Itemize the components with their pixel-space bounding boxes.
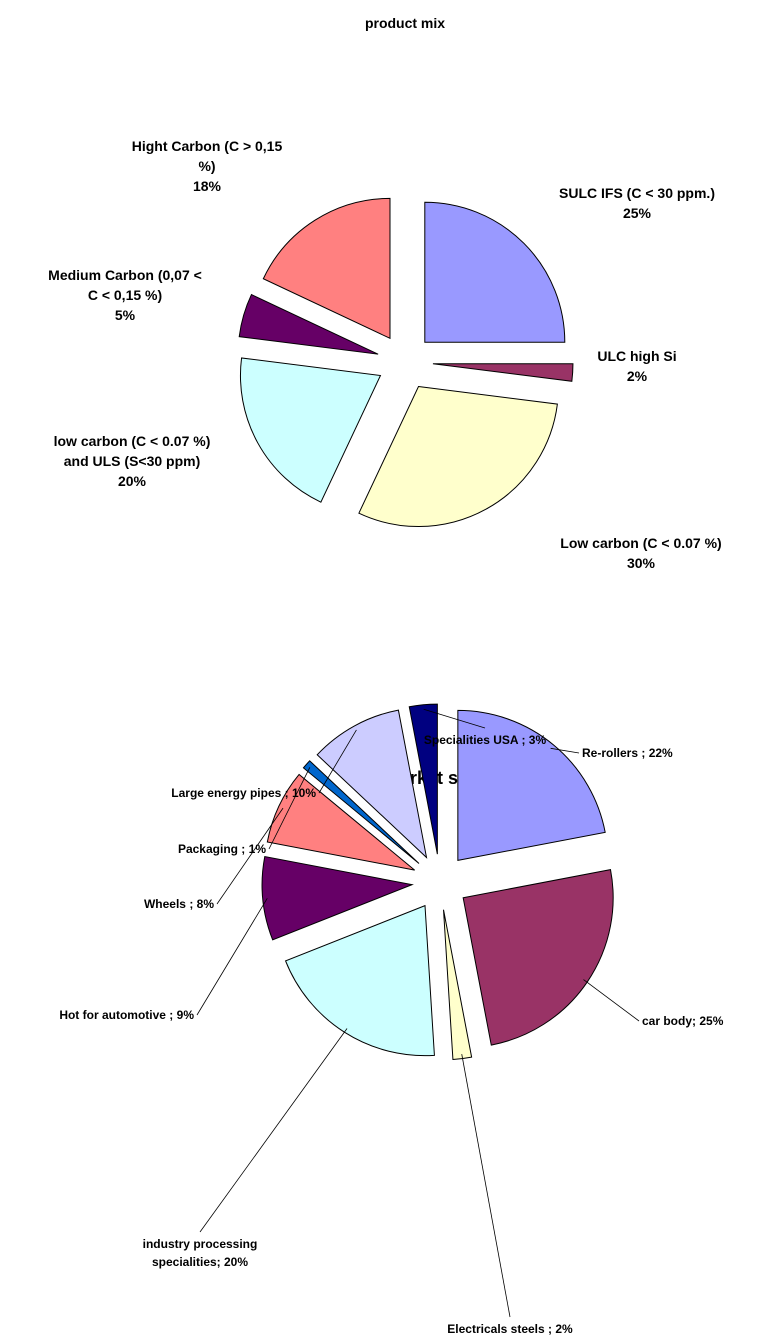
slice-label: SULC IFS (C < 30 ppm.) 25% — [559, 185, 715, 221]
label-line: Wheels ; — [144, 897, 193, 911]
value-label: 30% — [627, 555, 656, 571]
label-line: industry processing — [143, 1237, 258, 1251]
label-line: and ULS (S<30 ppm) — [64, 453, 201, 469]
value-label: 2% — [627, 368, 648, 384]
slice-label: Packaging ; 1% — [178, 842, 266, 856]
pie-slice — [408, 703, 438, 855]
slice-label: Medium Carbon (0,07 < C < 0,15 %) 5% — [48, 267, 202, 323]
slice-label: Specialities USA ; 3% — [424, 733, 547, 747]
label-line: Medium Carbon (0,07 < — [48, 267, 202, 283]
pie-slice — [457, 709, 606, 862]
value-label: 5% — [115, 307, 136, 323]
label-line: SULC IFS (C < 30 ppm.) — [559, 185, 715, 201]
label-line: %) — [198, 158, 215, 174]
leader-line — [550, 747, 580, 754]
label-line: Low carbon (C < 0.07 %) — [560, 535, 721, 551]
leader-line — [199, 1028, 348, 1233]
chart-title: product mix — [365, 15, 445, 31]
label-line: Re-rollers ; — [582, 746, 645, 760]
slice-label: low carbon (C < 0.07 %) and ULS (S<30 ppm… — [54, 433, 211, 489]
pie-slice — [443, 909, 473, 1061]
value-label: 25% — [696, 1014, 724, 1028]
slice-label: Re-rollers ; 22% — [582, 746, 673, 760]
slice-label: Hot for automotive ; 9% — [59, 1008, 194, 1022]
value-label: 10% — [289, 786, 317, 800]
pie-slice — [302, 760, 420, 864]
value-label: 20% — [118, 473, 147, 489]
label-line: Packaging ; — [178, 842, 245, 856]
slice-label: industry processing specialities; 20% — [143, 1237, 258, 1269]
label-line: specialities; — [152, 1255, 221, 1269]
label-line: Specialities USA ; — [424, 733, 526, 747]
label-line: Hot for automotive ; — [59, 1008, 173, 1022]
label-line: Large energy pipes ; — [171, 786, 288, 800]
slice-label: Large energy pipes ; 10% — [171, 786, 316, 800]
value-label: 25% — [623, 205, 652, 221]
pie-slice — [316, 709, 428, 859]
label-line: car body; — [642, 1014, 696, 1028]
pie-slice — [238, 293, 379, 355]
slice-label: car body; 25% — [642, 1014, 724, 1028]
leader-line — [216, 807, 284, 905]
pie-slice — [284, 904, 435, 1057]
pie-slice — [261, 855, 414, 941]
value-label: 1% — [245, 842, 266, 856]
pie-slice — [262, 197, 391, 340]
label-line: Hight Carbon (C > 0,15 — [132, 138, 283, 154]
value-label: 9% — [173, 1008, 194, 1022]
leader-line — [268, 767, 311, 850]
leader-line — [196, 898, 268, 1016]
value-label: 22% — [645, 746, 673, 760]
label-line: C < 0,15 %) — [88, 287, 162, 303]
value-label: 18% — [193, 178, 222, 194]
pie-slice — [358, 385, 558, 528]
pie-slice — [432, 363, 574, 382]
value-label: 8% — [193, 897, 214, 911]
label-line: low carbon (C < 0.07 %) — [54, 433, 211, 449]
value-label: 3% — [525, 733, 546, 747]
pie-slice — [266, 773, 415, 871]
slice-label: Low carbon (C < 0.07 %) 30% — [560, 535, 721, 571]
pie-slice — [239, 357, 382, 503]
pie-slice — [424, 201, 566, 343]
slice-label: Wheels ; 8% — [144, 897, 214, 911]
leader-line — [318, 729, 357, 794]
slice-label: ULC high Si 2% — [597, 348, 676, 384]
value-label: 2% — [552, 1322, 573, 1336]
label-line: Electricals steels ; — [447, 1322, 552, 1336]
slice-label: Hight Carbon (C > 0,15%) 18% — [132, 138, 283, 194]
pie-slice — [462, 869, 614, 1046]
slice-label: Electricals steels ; 2% — [447, 1322, 573, 1336]
value-label: 20% — [221, 1255, 249, 1269]
leader-line — [461, 1054, 511, 1318]
leader-line — [583, 979, 640, 1022]
leader-line — [423, 708, 486, 729]
label-line: ULC high Si — [597, 348, 676, 364]
